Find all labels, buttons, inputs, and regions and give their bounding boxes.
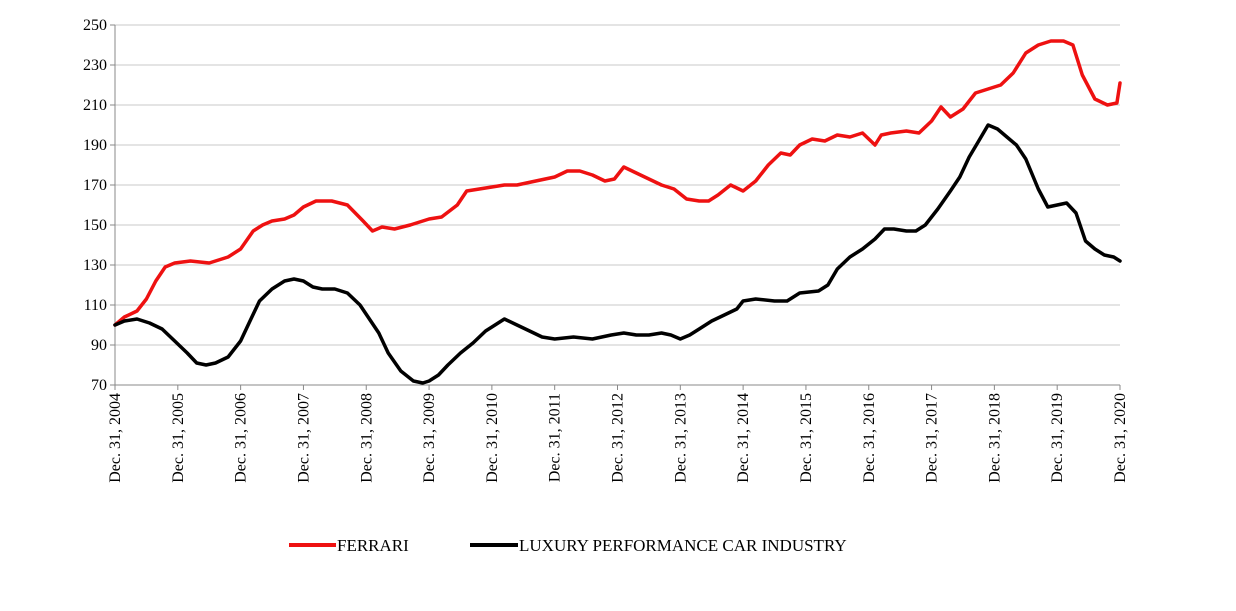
- y-tick-label-130: 130: [83, 257, 107, 274]
- x-tick-label-8: Dec. 31, 2012: [610, 393, 627, 483]
- x-tick-label-6: Dec. 31, 2010: [484, 393, 501, 483]
- y-tick-label-70: 70: [91, 377, 107, 394]
- y-tick-label-150: 150: [83, 217, 107, 234]
- y-tick-label-190: 190: [83, 137, 107, 154]
- x-tick-label-5: Dec. 31, 2009: [421, 393, 438, 483]
- series-lines: [113, 39, 1122, 385]
- x-tick-label-4: Dec. 31, 2008: [358, 393, 375, 483]
- x-tick-labels: Dec. 31, 2004 Dec. 31, 2005 Dec. 31, 2006 D…: [107, 385, 1129, 483]
- x-tick-label-11: Dec. 31, 2015: [798, 393, 815, 483]
- x-tick-label-1: Dec. 31, 2005: [170, 393, 187, 483]
- x-tick-label-2: Dec. 31, 2006: [233, 393, 250, 483]
- y-tick-label-250: 250: [83, 17, 107, 34]
- x-tick-label-3: Dec. 31, 2007: [295, 393, 312, 483]
- gridlines: [115, 24, 1120, 346]
- series-line-luxury-performance-car-industry: [113, 123, 1122, 385]
- x-tick-label-15: Dec. 31, 2019: [1049, 393, 1066, 483]
- x-tick-label-7: Dec. 31, 2011: [547, 393, 564, 482]
- x-tick-label-0: Dec. 31, 2004: [107, 393, 124, 483]
- x-tick-label-10: Dec. 31, 2014: [735, 393, 752, 483]
- y-tick-label-170: 170: [83, 177, 107, 194]
- legend-label-luxury-performance-car-industry: LUXURY PERFORMANCE CAR INDUSTRY: [519, 536, 847, 555]
- x-tick-label-12: Dec. 31, 2016: [861, 393, 878, 483]
- y-tick-label-90: 90: [91, 337, 107, 354]
- legend: FERRARI LUXURY PERFORMANCE CAR INDUSTRY: [289, 536, 847, 555]
- x-tick-label-13: Dec. 31, 2017: [924, 393, 941, 483]
- series-line-ferrari: [113, 39, 1122, 327]
- legend-label-ferrari: FERRARI: [337, 536, 409, 555]
- y-tick-labels: 70 90 110 130 150 170 190 210 230 250: [83, 17, 115, 394]
- x-tick-label-9: Dec. 31, 2013: [672, 393, 689, 483]
- x-tick-label-14: Dec. 31, 2018: [986, 393, 1003, 483]
- x-tick-label-16: Dec. 31, 2020: [1112, 393, 1129, 483]
- y-tick-label-230: 230: [83, 57, 107, 74]
- y-tick-label-210: 210: [83, 97, 107, 114]
- y-tick-label-110: 110: [84, 297, 107, 314]
